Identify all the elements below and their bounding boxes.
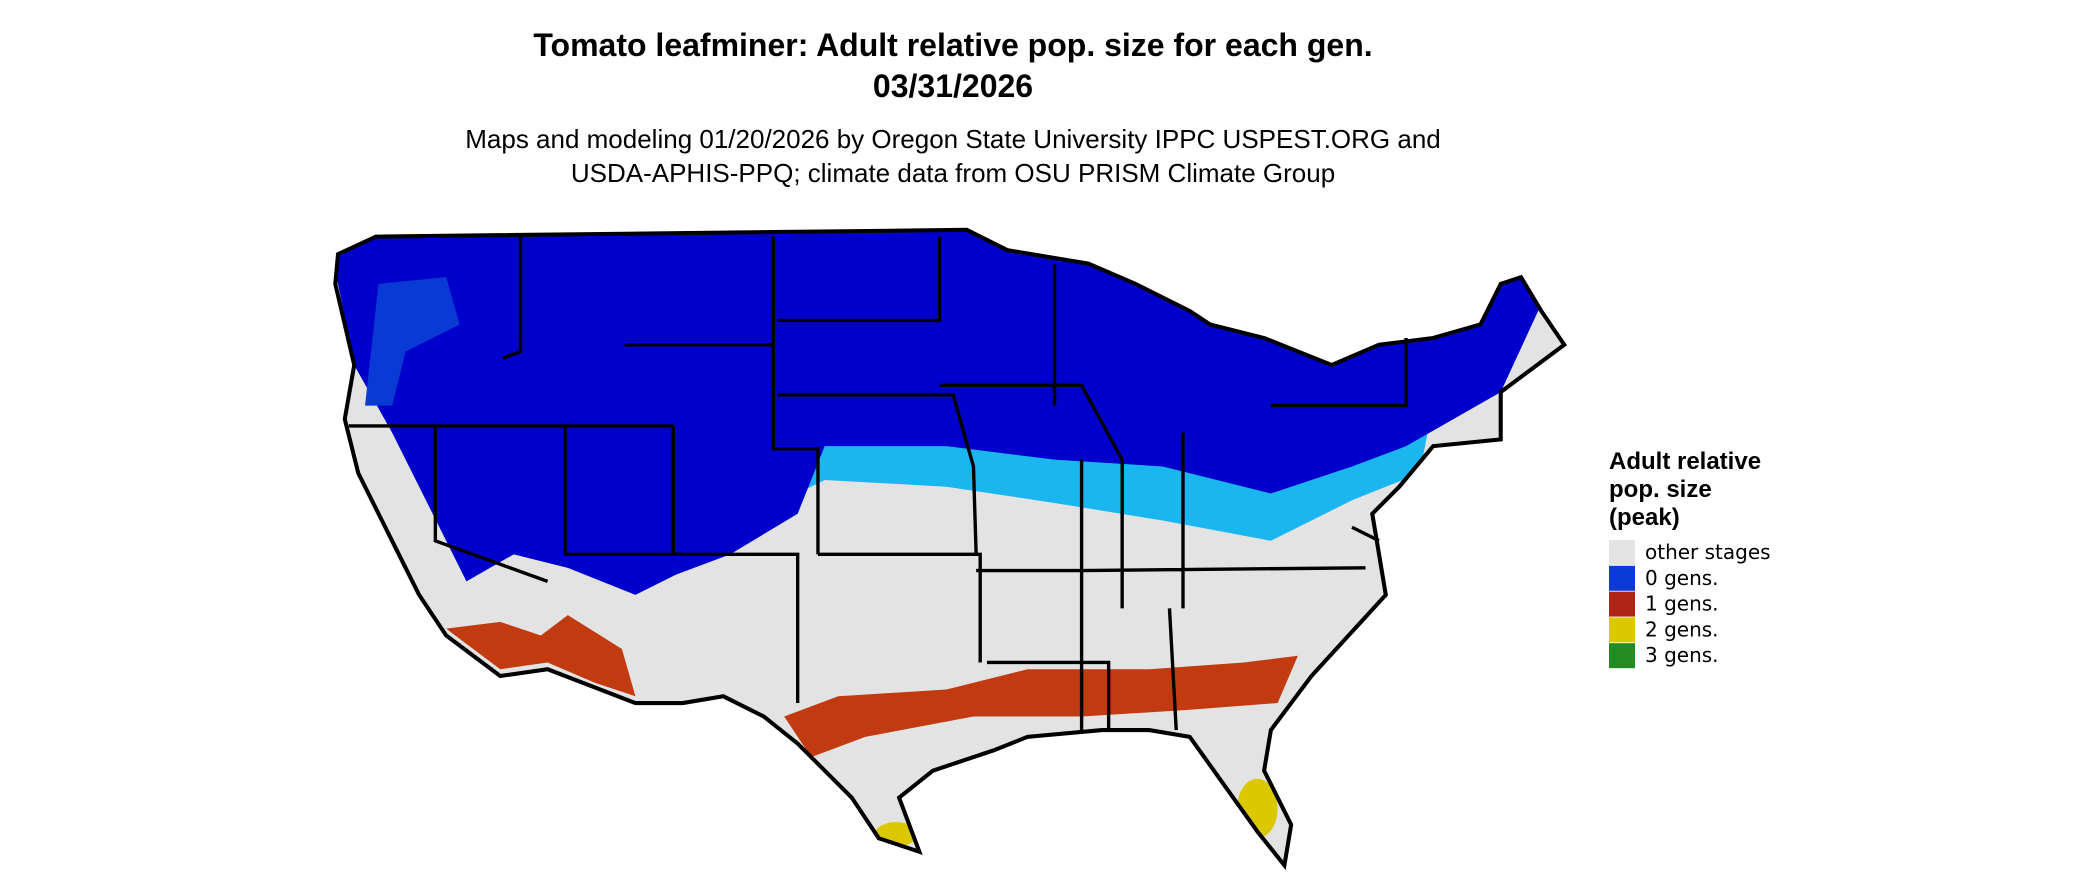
- date: 03/31/2026: [873, 68, 1033, 104]
- map: [333, 227, 1568, 871]
- subtitle: Maps and modeling 01/20/2026 by Oregon S…: [465, 124, 1441, 154]
- legend-swatch: [1609, 643, 1635, 669]
- legend-title: (peak): [1609, 504, 1680, 531]
- legend: Adult relative pop. size (peak) other st…: [1609, 448, 1771, 669]
- title: Tomato leafminer: Adult relative pop. si…: [533, 27, 1372, 63]
- legend-swatch: [1609, 617, 1635, 643]
- legend-swatch: [1609, 540, 1635, 565]
- legend-title: pop. size: [1609, 476, 1712, 503]
- legend-label: 1 gens.: [1645, 592, 1719, 616]
- legend-title: Adult relative: [1609, 448, 1761, 475]
- legend-label: 0 gens.: [1645, 566, 1719, 590]
- legend-label: 2 gens.: [1645, 617, 1719, 641]
- legend-swatch: [1609, 591, 1635, 617]
- legend-swatch: [1609, 565, 1635, 591]
- subtitle: USDA-APHIS-PPQ; climate data from OSU PR…: [571, 158, 1335, 188]
- legend-label: 3 gens.: [1645, 643, 1719, 667]
- legend-label: other stages: [1645, 540, 1771, 564]
